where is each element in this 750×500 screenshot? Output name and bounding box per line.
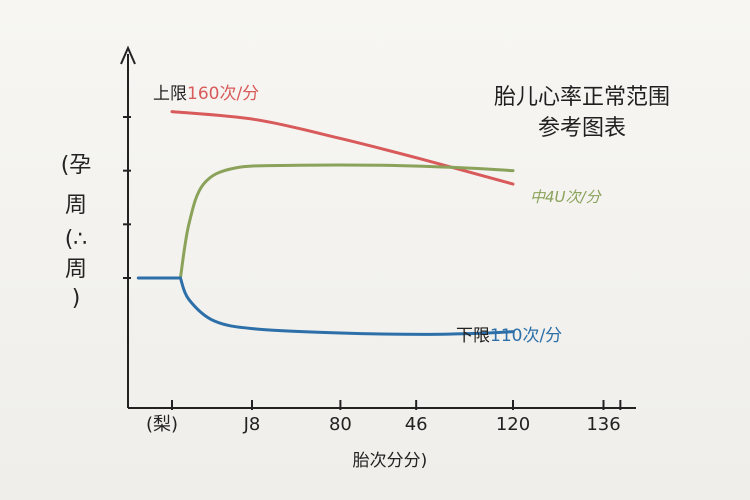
y-axis-label-line-1: 周 <box>65 193 87 218</box>
series-line-2 <box>136 276 515 336</box>
series-label-middle: 中4U次/分 <box>530 188 603 206</box>
x-axis-label: 胎次分分) <box>353 451 428 471</box>
series-label-lower: 下限110次/分 <box>456 326 562 346</box>
x-tick-label-1: J8 <box>243 414 261 435</box>
series-label-upper: 上限160次/分 <box>153 84 259 104</box>
y-axis-label-line-4: ) <box>72 286 81 311</box>
x-tick-label-5: 136 <box>586 414 620 435</box>
y-axis-label-line-0: (孕 <box>61 153 92 178</box>
y-axis-label-line-2: (∴ <box>65 227 88 252</box>
y-axis-arrow <box>120 45 136 65</box>
chart-title: 胎儿心率正常范围 <box>494 85 670 110</box>
chart-subtitle: 参考图表 <box>538 116 626 141</box>
x-tick-label-0: (梨) <box>146 414 178 435</box>
x-tick-label-2: 80 <box>329 414 352 435</box>
series-line-1 <box>178 163 515 280</box>
x-tick-label-3: 46 <box>405 414 428 435</box>
x-tick-label-4: 120 <box>496 414 530 435</box>
y-axis-label-line-3: 周 <box>65 257 87 282</box>
series-line-0 <box>170 110 515 186</box>
